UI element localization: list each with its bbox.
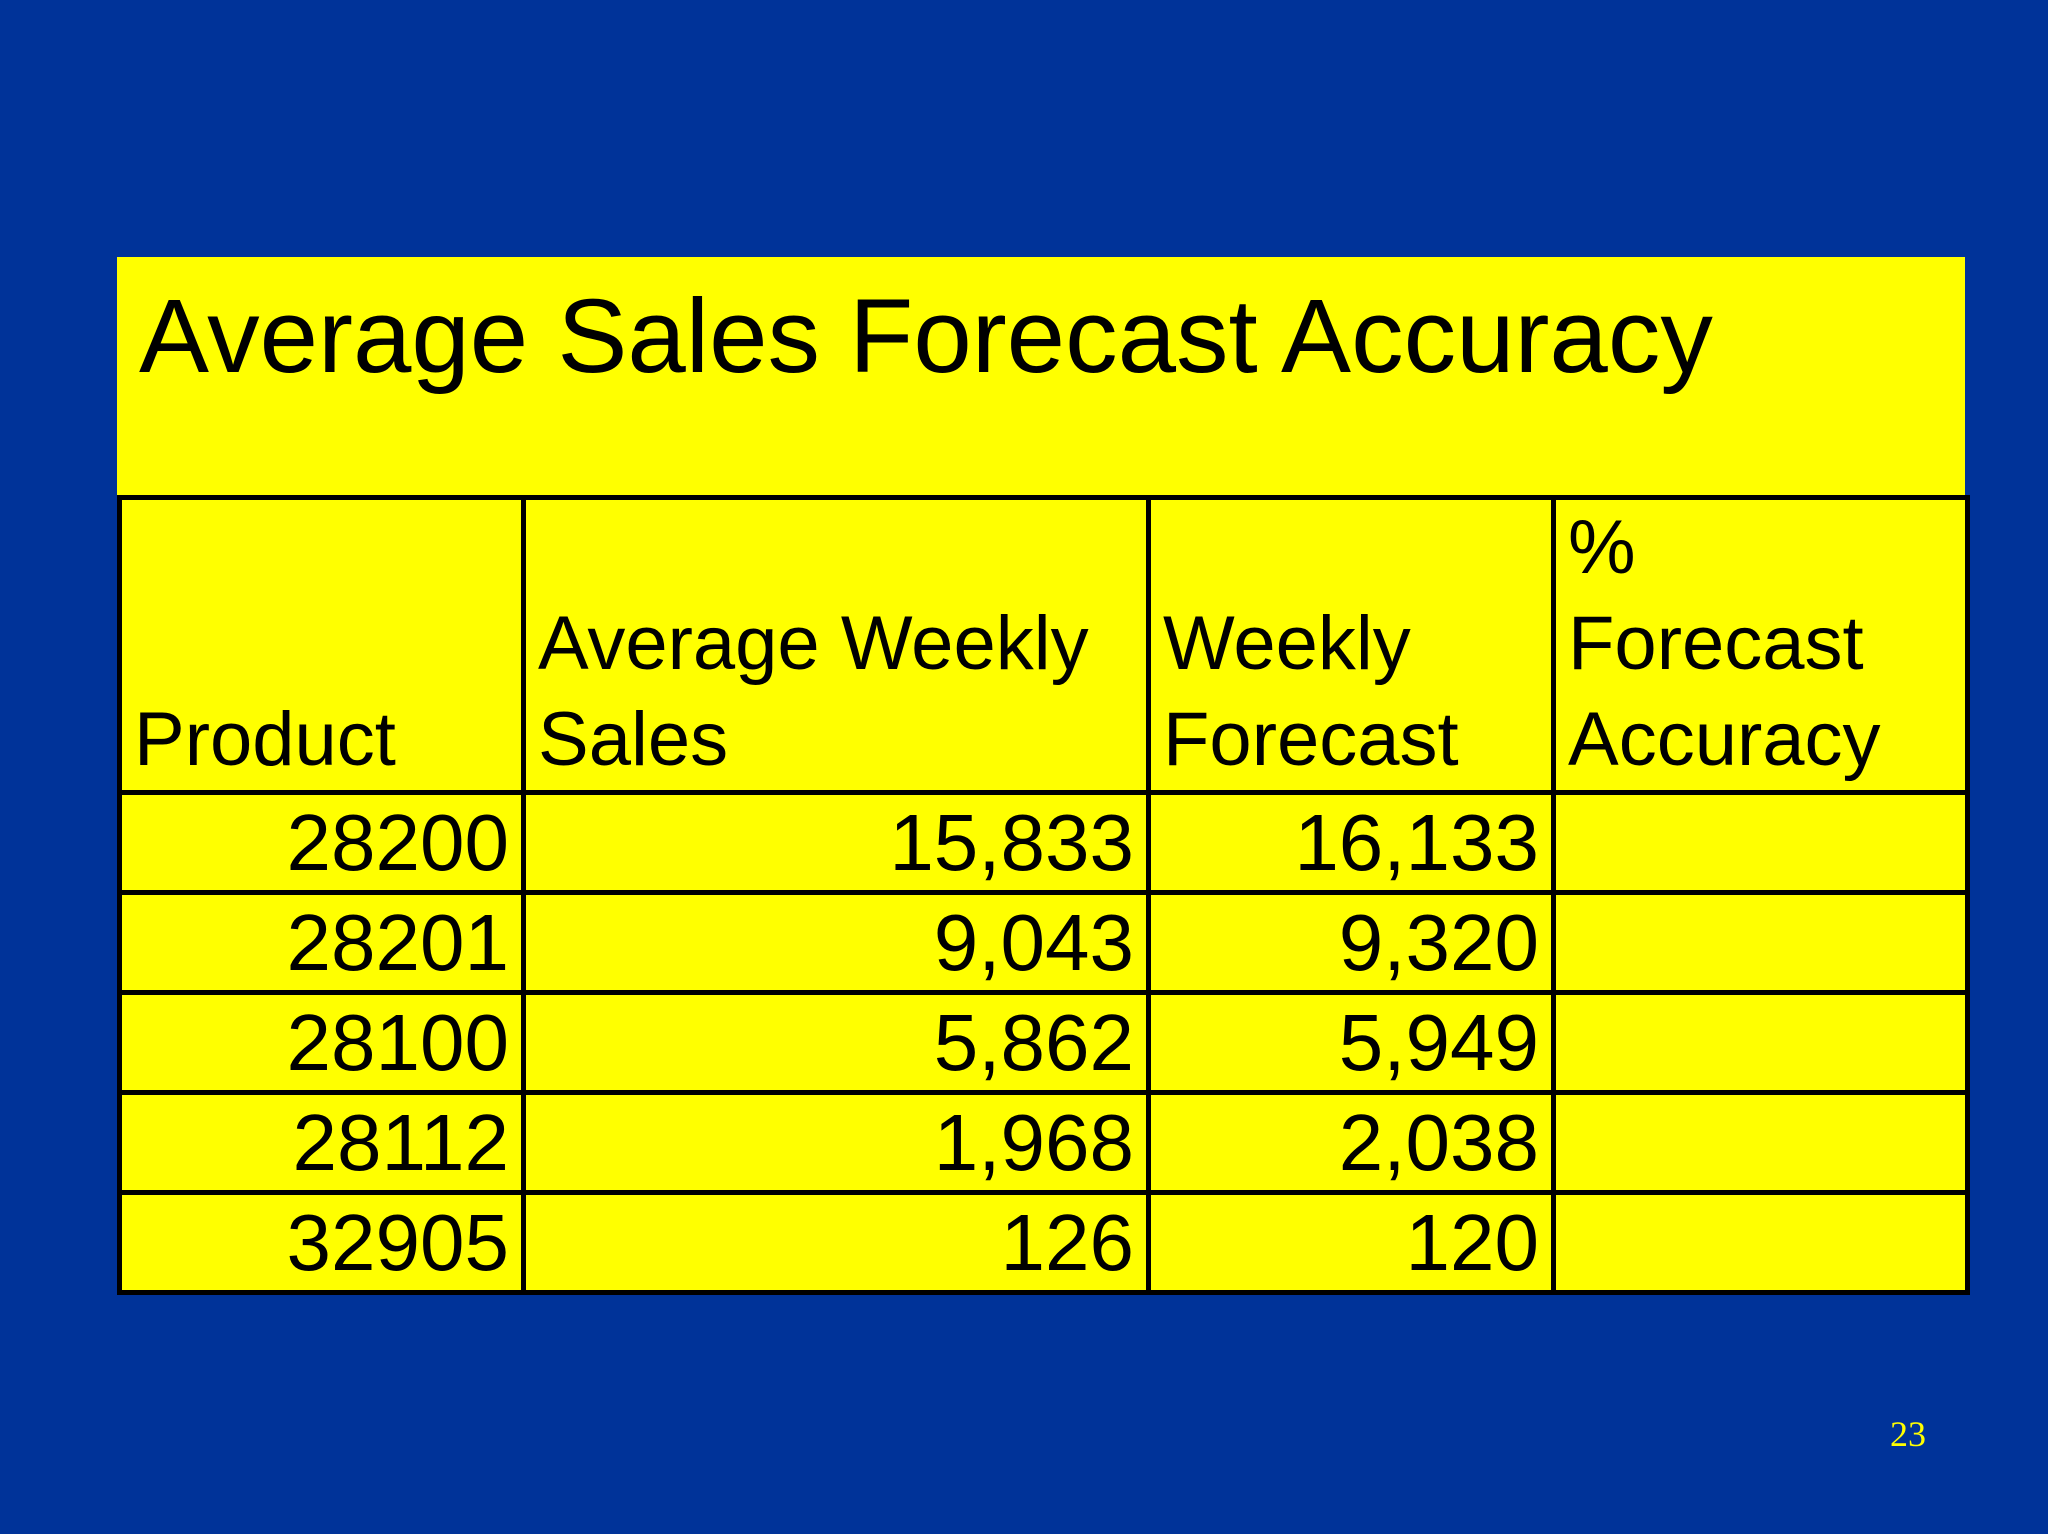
- cell-product: 28100: [117, 990, 526, 1095]
- cell-average-weekly-sales: 126: [521, 1190, 1151, 1295]
- table-row: 28112 1,968 2,038: [117, 1090, 1970, 1195]
- cell-weekly-forecast: 16,133: [1146, 790, 1556, 895]
- table-row: 28100 5,862 5,949: [117, 990, 1970, 1095]
- page-number: 23: [1890, 1414, 1926, 1454]
- cell-product: 28112: [117, 1090, 526, 1195]
- cell-weekly-forecast: 5,949: [1146, 990, 1556, 1095]
- header-average-weekly-sales: Average Weekly Sales: [521, 495, 1151, 795]
- header-average-weekly-sales-line-2: Sales: [538, 697, 729, 782]
- forecast-accuracy-table: Product Average Weekly Sales Weekly Fore…: [117, 495, 1970, 1295]
- table-row: 32905 126 120: [117, 1190, 1970, 1295]
- slide-title: Average Sales Forecast Accuracy: [139, 278, 1713, 395]
- cell-forecast-accuracy: [1551, 990, 1970, 1095]
- table-row: 28200 15,833 16,133: [117, 790, 1970, 895]
- cell-average-weekly-sales: 15,833: [521, 790, 1151, 895]
- cell-forecast-accuracy: [1551, 1190, 1970, 1295]
- cell-weekly-forecast: 2,038: [1146, 1090, 1556, 1195]
- cell-average-weekly-sales: 5,862: [521, 990, 1151, 1095]
- cell-product: 32905: [117, 1190, 526, 1295]
- header-average-weekly-sales-line-1: Average Weekly: [538, 601, 1089, 686]
- header-forecast-accuracy-line-3: Accuracy: [1568, 697, 1881, 782]
- cell-product: 28200: [117, 790, 526, 895]
- header-weekly-forecast-line-2: Forecast: [1163, 697, 1459, 782]
- cell-product: 28201: [117, 890, 526, 995]
- cell-average-weekly-sales: 1,968: [521, 1090, 1151, 1195]
- table-row: 28201 9,043 9,320: [117, 890, 1970, 995]
- header-weekly-forecast-line-1: Weekly: [1163, 601, 1411, 686]
- cell-forecast-accuracy: [1551, 890, 1970, 995]
- cell-weekly-forecast: 9,320: [1146, 890, 1556, 995]
- cell-weekly-forecast: 120: [1146, 1190, 1556, 1295]
- cell-forecast-accuracy: [1551, 790, 1970, 895]
- header-forecast-accuracy-line-1: %: [1568, 505, 1636, 590]
- header-row: Product Average Weekly Sales Weekly Fore…: [117, 495, 1970, 795]
- header-product: Product: [117, 495, 526, 795]
- header-forecast-accuracy: % Forecast Accuracy: [1551, 495, 1970, 795]
- table-panel: Average Sales Forecast Accuracy Product …: [117, 257, 1970, 1295]
- header-weekly-forecast: Weekly Forecast: [1146, 495, 1556, 795]
- header-forecast-accuracy-line-2: Forecast: [1568, 601, 1864, 686]
- cell-average-weekly-sales: 9,043: [521, 890, 1151, 995]
- cell-forecast-accuracy: [1551, 1090, 1970, 1195]
- header-product-line: Product: [134, 697, 396, 782]
